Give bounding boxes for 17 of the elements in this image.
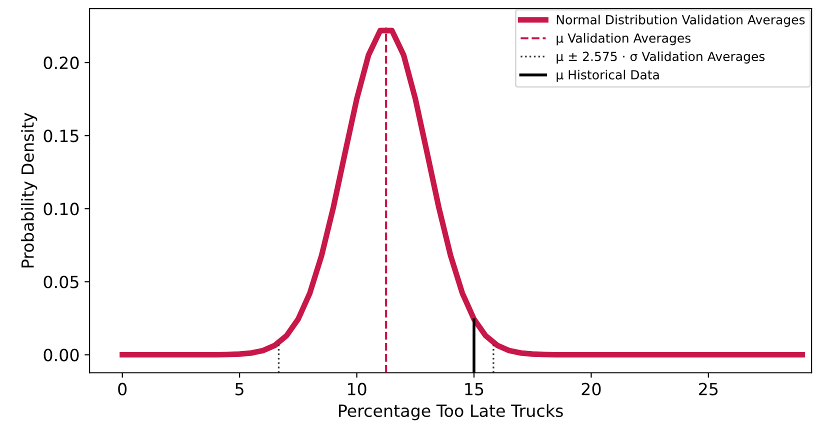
x-axis-title: Percentage Too Late Trucks (339, 404, 563, 420)
x-tick-label: 15 (465, 382, 484, 396)
y-tick-label: 0.20 (44, 56, 79, 70)
x-tick-label: 5 (236, 382, 244, 396)
y-tick-label: 0.05 (44, 276, 78, 288)
x-tick-label: 10 (348, 382, 366, 396)
legend-label: μ Validation Averages (556, 33, 691, 46)
y-tick-label: 0.10 (44, 202, 79, 216)
y-tick-label: 0.15 (44, 130, 78, 142)
x-tick-label: 25 (699, 382, 718, 396)
y-tick-label: 0.00 (44, 348, 79, 362)
x-tick-label: 0 (118, 382, 127, 396)
x-tick-label: 20 (582, 382, 601, 396)
legend-label: μ ± 2.575 · σ Validation Averages (556, 51, 765, 64)
legend-label: μ Historical Data (556, 70, 659, 82)
y-axis-title: Probability Density (21, 112, 38, 268)
legend-label: Normal Distribution Validation Averages (556, 14, 805, 27)
